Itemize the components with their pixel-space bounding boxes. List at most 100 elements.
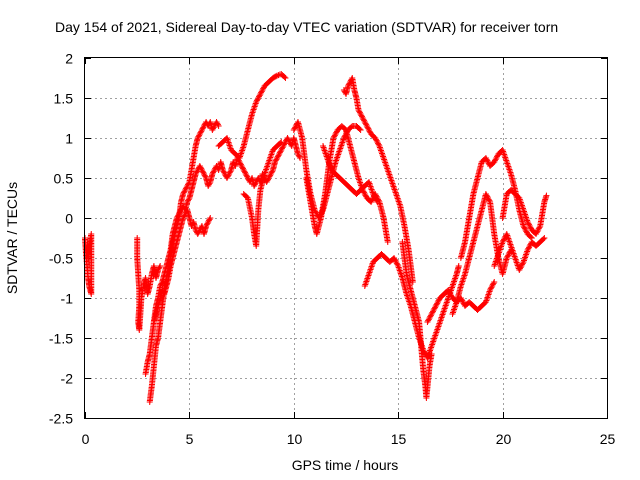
data-point (433, 301, 440, 308)
data-point (396, 200, 403, 206)
data-point (239, 146, 246, 152)
data-point (526, 223, 533, 229)
data-point (200, 169, 207, 176)
data-point (290, 127, 297, 133)
data-point (506, 240, 513, 246)
data-point (280, 143, 287, 149)
data-point (431, 335, 438, 342)
data-point (334, 154, 341, 161)
data-point (365, 271, 372, 277)
x-tick-label: 20 (496, 431, 512, 447)
data-point (442, 302, 449, 309)
data-point (357, 111, 364, 117)
data-point (452, 275, 459, 282)
data-point (489, 281, 496, 288)
y-tick-label: -2 (61, 371, 74, 387)
data-point (278, 139, 285, 145)
data-point (448, 292, 455, 299)
data-point (507, 243, 514, 249)
data-point (459, 297, 466, 304)
data-point (522, 253, 529, 259)
data-point (429, 341, 436, 348)
data-point (527, 234, 534, 240)
data-point (430, 337, 437, 343)
data-point (435, 322, 442, 328)
data-point (199, 168, 206, 175)
data-point (205, 183, 212, 189)
data-point (446, 288, 453, 295)
data-point (520, 207, 527, 213)
data-point (346, 80, 353, 87)
data-point (381, 158, 388, 164)
data-point (295, 152, 302, 159)
data-point (450, 281, 457, 288)
data-point (491, 263, 498, 269)
data-point (384, 165, 391, 172)
x-axis-label: GPS time / hours (292, 457, 399, 473)
data-point (266, 173, 273, 180)
data-series (82, 71, 550, 405)
data-point (451, 306, 458, 313)
data-point (512, 255, 519, 261)
data-point (485, 291, 492, 298)
data-point (379, 150, 386, 157)
data-point (516, 267, 523, 273)
data-point (522, 227, 529, 233)
data-point (436, 319, 443, 325)
data-point (433, 329, 440, 336)
data-point (210, 124, 217, 131)
data-point (281, 141, 288, 148)
data-point (378, 149, 385, 155)
data-point (278, 145, 285, 152)
data-point (333, 156, 340, 162)
data-point (249, 111, 256, 117)
data-point (434, 300, 441, 307)
data-point (500, 236, 507, 243)
data-point (383, 164, 390, 170)
data-point (256, 92, 263, 99)
data-point (451, 305, 458, 311)
data-point (203, 221, 210, 228)
data-point (450, 308, 457, 314)
x-tick-label: 5 (186, 431, 194, 447)
data-point (206, 180, 213, 187)
data-point (194, 231, 201, 237)
data-point (388, 179, 395, 185)
data-point (484, 159, 491, 165)
data-point (157, 281, 164, 288)
data-point (523, 228, 530, 235)
data-point (452, 303, 459, 310)
data-point (391, 255, 398, 261)
data-point (196, 132, 203, 139)
data-point (223, 175, 230, 181)
data-point (364, 275, 371, 282)
data-point (519, 205, 526, 212)
data-point (294, 151, 301, 157)
y-tick-label: 0 (65, 211, 73, 227)
data-point (363, 278, 370, 285)
data-point (505, 165, 512, 171)
data-point (439, 311, 446, 318)
data-point (257, 91, 264, 97)
data-point (267, 172, 274, 179)
data-point (273, 156, 280, 163)
data-point (320, 144, 327, 151)
data-point (368, 185, 375, 191)
data-point (237, 160, 244, 167)
data-point (386, 171, 393, 178)
data-point (268, 151, 275, 158)
chart-title: Day 154 of 2021, Sidereal Day-to-day VTE… (55, 19, 558, 35)
data-point (252, 180, 259, 187)
data-point (366, 128, 373, 135)
data-point (389, 180, 396, 187)
data-point (503, 255, 510, 261)
data-point (384, 239, 391, 245)
plot-frame (84, 57, 608, 419)
data-point (391, 185, 398, 191)
data-point (438, 316, 445, 322)
data-point (482, 191, 489, 197)
data-point (394, 261, 401, 268)
data-point (251, 183, 258, 189)
data-point (452, 274, 459, 280)
data-point (194, 168, 201, 175)
